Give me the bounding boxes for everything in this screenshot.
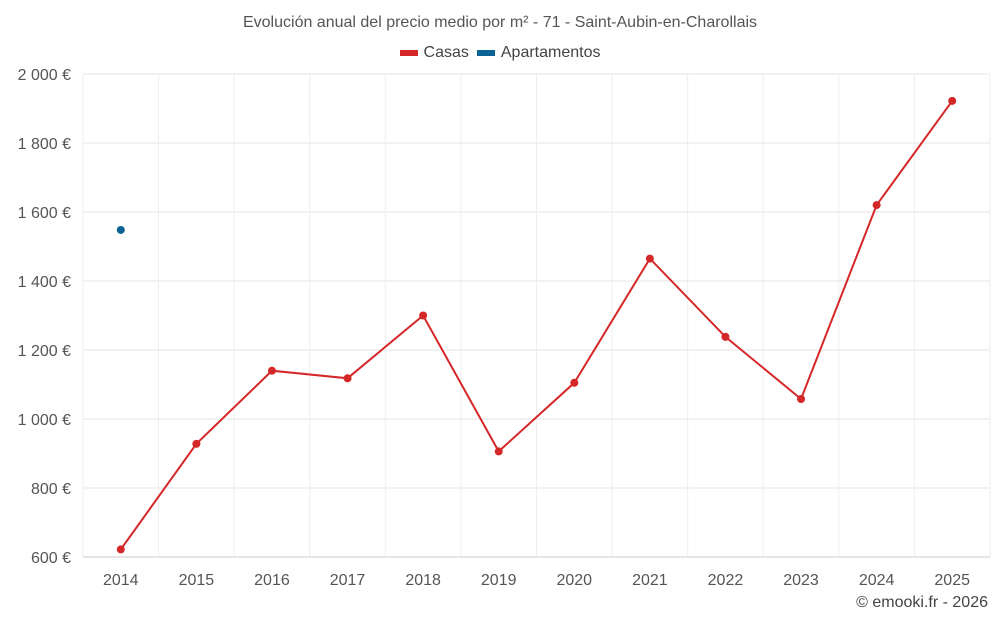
y-tick-label: 1 600 €	[18, 205, 71, 222]
y-tick-label: 1 400 €	[18, 274, 71, 291]
y-tick-label: 1 200 €	[18, 343, 71, 360]
data-point-casas	[192, 439, 201, 448]
chart-title: Evolución anual del precio medio por m² …	[242, 14, 758, 31]
x-tick-label: 2015	[179, 572, 215, 589]
legend-label-apartamentos: Apartamentos	[500, 44, 601, 61]
chart-legend: Casas Apartamentos	[0, 44, 1000, 62]
x-tick-label: 2014	[103, 572, 139, 589]
y-tick-label: 1 000 €	[18, 412, 71, 429]
y-tick-label: 600 €	[31, 550, 71, 567]
y-tick-label: 2 000 €	[18, 67, 71, 84]
data-point-casas	[116, 545, 125, 554]
legend-swatch-apartamentos	[476, 50, 495, 56]
legend-swatch-casas	[399, 50, 418, 56]
x-tick-label: 2020	[556, 572, 592, 589]
data-point-casas	[267, 366, 276, 375]
x-tick-label: 2022	[708, 572, 744, 589]
data-point-apartamentos	[116, 225, 125, 234]
data-point-casas	[797, 394, 806, 403]
x-tick-label: 2023	[783, 572, 819, 589]
data-point-casas	[645, 254, 654, 263]
copyright-credit: © emooki.fr - 2026	[856, 594, 988, 611]
data-point-casas	[872, 201, 881, 210]
data-point-casas	[419, 311, 428, 320]
series-line-casas	[119, 100, 954, 550]
legend-label-casas: Casas	[423, 44, 469, 61]
x-tick-label: 2018	[405, 572, 441, 589]
x-tick-label: 2021	[632, 572, 668, 589]
legend-item-casas[interactable]: Casas	[399, 44, 469, 62]
x-tick-label: 2016	[254, 572, 290, 589]
data-point-casas	[343, 374, 352, 383]
x-tick-label: 2024	[859, 572, 895, 589]
y-tick-label: 800 €	[31, 481, 71, 498]
data-point-casas	[721, 332, 730, 341]
data-point-casas	[570, 378, 579, 387]
legend-item-apartamentos[interactable]: Apartamentos	[476, 44, 601, 62]
x-tick-label: 2017	[330, 572, 366, 589]
data-point-casas	[948, 96, 957, 105]
x-tick-label: 2019	[481, 572, 517, 589]
data-point-casas	[494, 447, 503, 456]
x-tick-label: 2025	[934, 572, 970, 589]
y-tick-label: 1 800 €	[18, 136, 71, 153]
